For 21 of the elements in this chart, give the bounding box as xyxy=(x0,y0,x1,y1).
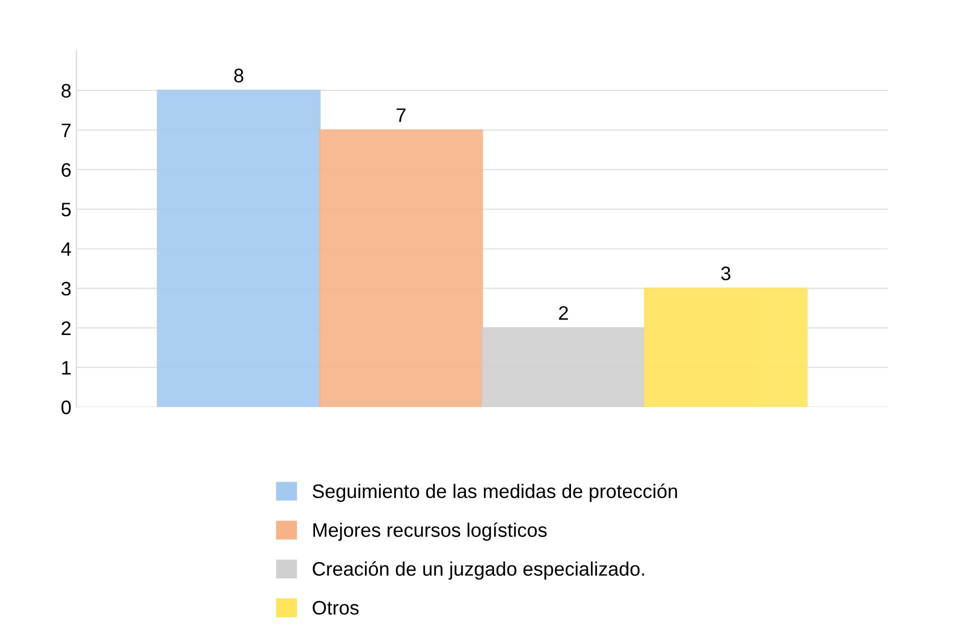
y-tick-label: 7 xyxy=(62,124,71,138)
y-tick-label: 6 xyxy=(62,163,71,177)
bar xyxy=(644,288,808,408)
y-tick-label: 3 xyxy=(61,282,71,296)
bar xyxy=(482,327,646,408)
y-tick-label: 5 xyxy=(62,202,71,216)
data-label: 7 xyxy=(396,108,406,122)
legend-label: Creación de un juzgado especializado. xyxy=(312,561,644,580)
y-tick-label: 1 xyxy=(62,361,71,375)
data-label: 8 xyxy=(234,68,244,82)
y-tick-label: 0 xyxy=(61,400,71,414)
legend-label: Seguimiento de las medidas de protección xyxy=(312,484,677,502)
bar xyxy=(156,90,321,408)
legend-label: Otros xyxy=(312,600,359,615)
y-tick-label: 2 xyxy=(62,321,71,335)
bar xyxy=(319,129,483,408)
data-label: 3 xyxy=(721,266,730,280)
y-tick-label: 4 xyxy=(61,242,71,256)
y-tick-label: 8 xyxy=(62,84,71,98)
data-label: 2 xyxy=(559,306,568,320)
legend-label: Mejores recursos logísticos xyxy=(313,522,547,541)
